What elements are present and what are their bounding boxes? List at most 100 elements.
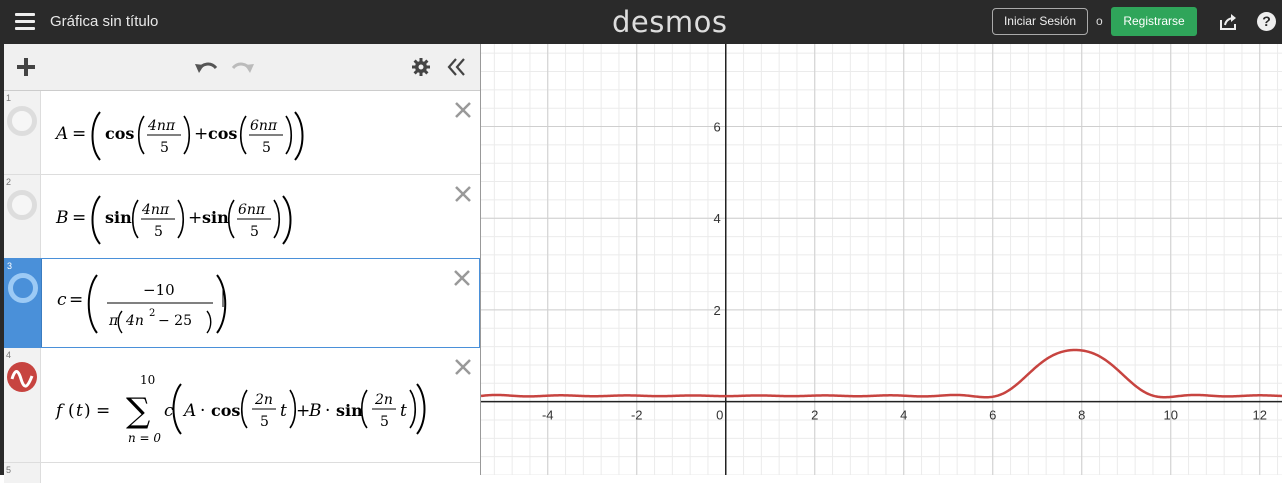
graph-canvas[interactable]: -4 -2 0 2 4 6 8 10 12 2 4 6 bbox=[481, 44, 1282, 475]
x-tick-label: 4 bbox=[900, 408, 907, 423]
expression-number: 1 bbox=[6, 93, 12, 103]
math-var: B bbox=[308, 401, 322, 421]
math-den: 4n bbox=[125, 313, 144, 329]
redo-icon[interactable] bbox=[231, 58, 255, 81]
color-toggle-icon[interactable] bbox=[8, 273, 38, 303]
expression-math[interactable]: B = sin 4nπ 5 + sin 6nπ 5 bbox=[55, 190, 356, 251]
graph-title[interactable]: Gráfica sin título bbox=[50, 13, 159, 30]
math-func-name: f bbox=[54, 401, 65, 421]
math-num: 2n bbox=[374, 392, 393, 408]
desmos-logo: desmos bbox=[612, 5, 728, 39]
expression-panel: 1 A = cos 4nπ 5 + cos 6nπ 5 bbox=[0, 44, 481, 483]
math-num: 4nπ bbox=[147, 118, 176, 134]
expression-number: 2 bbox=[6, 177, 12, 187]
math-den: π bbox=[108, 313, 119, 329]
expression-toolbar bbox=[4, 44, 480, 91]
math-func: sin bbox=[105, 208, 132, 227]
math-var: A bbox=[182, 401, 196, 421]
expression-gutter: 1 bbox=[4, 91, 41, 174]
math-sum: ∑ bbox=[126, 391, 150, 431]
math-op: + bbox=[296, 401, 310, 421]
expression-gutter: 2 bbox=[4, 175, 41, 258]
x-tick-label: -4 bbox=[542, 408, 554, 423]
undo-icon[interactable] bbox=[194, 58, 218, 81]
panel-edge bbox=[0, 44, 4, 475]
color-toggle-icon[interactable] bbox=[7, 106, 37, 136]
expression-math[interactable]: f ( t ) = 10 ∑ n = 0 c A · cos 2n 5 t + bbox=[54, 362, 456, 457]
math-upper-limit: 10 bbox=[140, 373, 155, 387]
x-tick-label: 12 bbox=[1253, 408, 1267, 423]
top-bar: Gráfica sin título desmos Iniciar Sesión… bbox=[0, 0, 1282, 44]
math-op: · bbox=[200, 401, 205, 421]
y-tick-label: 2 bbox=[714, 303, 721, 318]
help-icon[interactable]: ? bbox=[1257, 12, 1276, 31]
delete-expression-icon[interactable] bbox=[453, 269, 471, 287]
graph-svg[interactable]: -4 -2 0 2 4 6 8 10 12 2 4 6 bbox=[481, 44, 1282, 475]
expression-math[interactable]: c = −10 π 4n 2 − 25 bbox=[57, 271, 357, 342]
expression-row[interactable]: 1 A = cos 4nπ 5 + cos 6nπ 5 bbox=[4, 91, 480, 175]
math-op: + bbox=[188, 208, 202, 228]
math-den: 5 bbox=[262, 140, 271, 156]
math-op: = bbox=[69, 290, 83, 310]
math-paren: ( bbox=[68, 401, 75, 421]
expression-row[interactable]: 4 f ( t ) = 10 ∑ n = 0 c A · cos 2n bbox=[4, 348, 480, 463]
math-den: 5 bbox=[160, 140, 169, 156]
math-num: 6nπ bbox=[250, 118, 278, 134]
delete-expression-icon[interactable] bbox=[454, 185, 472, 203]
math-paren: ) bbox=[84, 401, 91, 421]
expression-math[interactable]: A = cos 4nπ 5 + cos 6nπ 5 bbox=[54, 106, 356, 167]
hamburger-menu-icon[interactable] bbox=[15, 13, 35, 31]
x-tick-label: -2 bbox=[631, 408, 643, 423]
math-num: 2n bbox=[254, 392, 273, 408]
math-func: sin bbox=[336, 401, 363, 420]
share-icon[interactable] bbox=[1218, 12, 1238, 32]
expression-number: 3 bbox=[7, 261, 13, 271]
math-var: A bbox=[54, 124, 68, 144]
math-var: t bbox=[400, 401, 407, 421]
signup-button[interactable]: Registrarse bbox=[1111, 7, 1197, 36]
plus-icon[interactable] bbox=[16, 57, 36, 82]
math-var: c bbox=[57, 290, 67, 310]
math-op: · bbox=[325, 401, 330, 421]
graph-color-icon[interactable] bbox=[7, 362, 37, 392]
login-button[interactable]: Iniciar Sesión bbox=[992, 8, 1088, 35]
math-func: sin bbox=[202, 208, 229, 227]
math-var: t bbox=[280, 401, 287, 421]
y-tick-label: 6 bbox=[714, 120, 721, 135]
expression-row[interactable]: 2 B = sin 4nπ 5 + sin 6nπ 5 bbox=[4, 175, 480, 259]
math-op: = bbox=[72, 208, 86, 228]
math-den: 5 bbox=[154, 224, 163, 240]
math-den: 5 bbox=[380, 414, 389, 430]
color-toggle-icon[interactable] bbox=[7, 190, 37, 220]
expression-row-empty[interactable]: 5 bbox=[4, 463, 480, 483]
delete-expression-icon[interactable] bbox=[454, 358, 472, 376]
math-op: = bbox=[72, 124, 86, 144]
math-lower-limit: n = 0 bbox=[128, 431, 161, 445]
math-num: 4nπ bbox=[141, 202, 170, 218]
math-den: 5 bbox=[260, 414, 269, 430]
expression-gutter: 3 bbox=[5, 259, 42, 347]
math-num: −10 bbox=[143, 281, 175, 299]
math-den: − 25 bbox=[158, 313, 192, 329]
double-chevron-left-icon[interactable] bbox=[447, 57, 467, 82]
y-tick-label: 4 bbox=[714, 211, 721, 226]
math-func: cos bbox=[208, 124, 237, 143]
gear-icon[interactable] bbox=[411, 57, 431, 82]
x-tick-label: 10 bbox=[1164, 408, 1178, 423]
math-func: cos bbox=[211, 401, 240, 420]
x-tick-label: 6 bbox=[989, 408, 996, 423]
delete-expression-icon[interactable] bbox=[454, 101, 472, 119]
x-tick-label: 2 bbox=[811, 408, 818, 423]
math-num: 6nπ bbox=[238, 202, 266, 218]
math-exp: 2 bbox=[149, 308, 155, 319]
math-var: t bbox=[76, 401, 83, 421]
math-var: B bbox=[55, 208, 69, 228]
math-func: cos bbox=[105, 124, 134, 143]
math-var: c bbox=[164, 401, 174, 421]
math-den: 5 bbox=[250, 224, 259, 240]
math-op: = bbox=[96, 401, 110, 421]
x-tick-label: 8 bbox=[1078, 408, 1085, 423]
expression-number: 4 bbox=[6, 350, 12, 360]
math-op: + bbox=[194, 124, 208, 144]
expression-row-active[interactable]: 3 c = −10 π 4n 2 − 25 bbox=[4, 258, 480, 348]
